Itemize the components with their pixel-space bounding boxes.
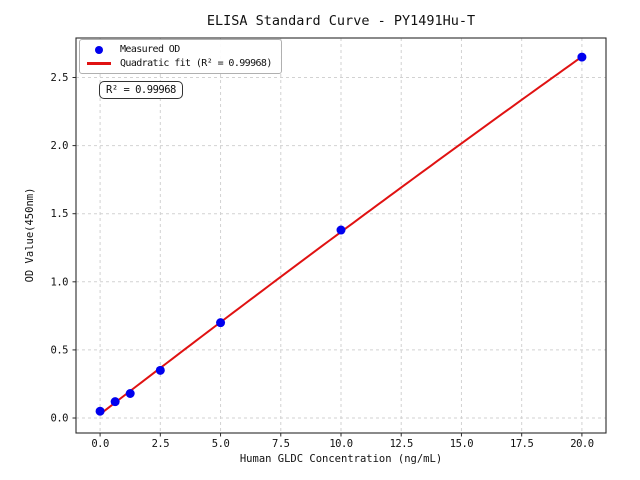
data-point (110, 397, 120, 407)
x-tick-label: 12.5 (390, 438, 413, 450)
y-tick-label: 0.0 (51, 413, 69, 425)
legend-item-quadratic-fit: Quadratic fit (R² = 0.99968) (86, 58, 272, 69)
y-tick-label: 2.5 (51, 72, 69, 84)
x-tick-label: 15.0 (450, 438, 473, 450)
y-tick-label: 0.5 (51, 344, 69, 356)
data-point (216, 318, 226, 328)
x-tick-label: 7.5 (272, 438, 290, 450)
data-point (95, 406, 105, 416)
chart-title: ELISA Standard Curve - PY1491Hu-T (206, 13, 476, 29)
x-tick-label: 10.0 (329, 438, 352, 450)
y-tick-label: 2.0 (51, 140, 69, 152)
data-point (155, 365, 165, 375)
x-tick-label: 5.0 (212, 438, 230, 450)
r-squared-annotation: R² = 0.99968 (99, 81, 183, 99)
x-tick-label: 2.5 (152, 438, 170, 450)
fit-line-marker-icon (87, 62, 111, 65)
y-tick-label: 1.0 (51, 276, 69, 288)
y-tick-label: 1.5 (51, 208, 69, 220)
x-tick-label: 17.5 (510, 438, 533, 450)
x-tick-label: 0.0 (91, 438, 109, 450)
y-axis-label: OD Value(450nm) (24, 187, 36, 283)
legend-swatch (86, 45, 112, 54)
data-point (125, 389, 135, 398)
legend-label-measured-od: Measured OD (120, 44, 180, 55)
data-point (577, 52, 587, 62)
legend-swatch (86, 62, 112, 65)
legend: Measured OD Quadratic fit (R² = 0.99968) (79, 39, 282, 74)
legend-item-measured-od: Measured OD (86, 44, 272, 55)
x-axis-label: Human GLDC Concentration (ng/mL) (239, 453, 443, 465)
data-point (336, 225, 346, 235)
legend-label-quadratic-fit: Quadratic fit (R² = 0.99968) (120, 58, 272, 69)
x-tick-label: 20.0 (570, 438, 593, 450)
measured-od-marker-icon (95, 45, 103, 54)
